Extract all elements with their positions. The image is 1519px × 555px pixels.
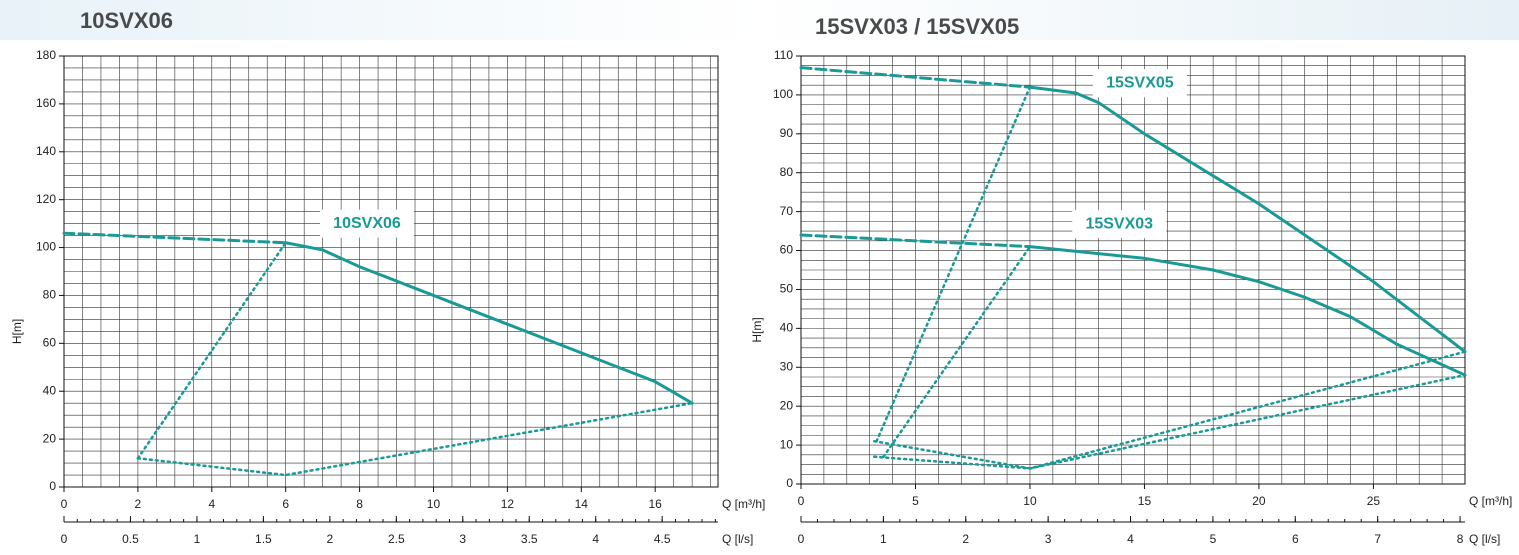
x2-tick-label: 2 bbox=[962, 532, 969, 546]
chart-title: 10SVX06 bbox=[80, 8, 173, 33]
y-tick-label: 0 bbox=[49, 479, 56, 493]
x2-tick-label: 5 bbox=[1210, 532, 1217, 546]
y-tick-label: 70 bbox=[780, 204, 794, 218]
x2-tick-label: 8 bbox=[1457, 532, 1464, 546]
pump-curve bbox=[136, 241, 287, 460]
annotation-box bbox=[1092, 69, 1187, 98]
y-tick-label: 30 bbox=[780, 359, 794, 373]
y-tick-label: 100 bbox=[36, 240, 56, 254]
x2-tick-label: 0 bbox=[798, 532, 805, 546]
pump-curve bbox=[62, 231, 288, 245]
x-axis-label: Q [m³/h] bbox=[722, 497, 765, 511]
y-axis-label: H[m] bbox=[750, 317, 764, 342]
y-tick-label: 110 bbox=[774, 48, 793, 62]
x2-tick-label: 2 bbox=[327, 532, 334, 546]
x-tick-label: 6 bbox=[282, 497, 289, 511]
x2-tick-label: 4 bbox=[1127, 532, 1134, 546]
y-tick-label: 20 bbox=[780, 398, 794, 412]
y-tick-label: 60 bbox=[780, 243, 794, 257]
pump-curve bbox=[882, 245, 1032, 459]
chart-title: 15SVX03 / 15SVX05 bbox=[815, 14, 1019, 39]
x2-tick-label: 3.5 bbox=[521, 532, 538, 546]
y-tick-label: 0 bbox=[786, 476, 793, 490]
annotation: 15SVX03 bbox=[1085, 215, 1153, 232]
x-tick-label: 5 bbox=[912, 494, 919, 508]
x2-tick-label: 1 bbox=[194, 532, 201, 546]
y-tick-label: 50 bbox=[780, 282, 794, 296]
y-tick-label: 120 bbox=[36, 192, 56, 206]
x-tick-label: 14 bbox=[575, 497, 589, 511]
y-tick-label: 90 bbox=[780, 126, 794, 140]
y-tick-label: 80 bbox=[43, 288, 57, 302]
x-tick-label: 0 bbox=[61, 497, 68, 511]
pump-curve bbox=[799, 233, 1032, 249]
x2-tick-label: 1.5 bbox=[255, 532, 272, 546]
plot-frame bbox=[63, 55, 719, 488]
x2-tick-label: 1 bbox=[880, 532, 887, 546]
x-tick-label: 15 bbox=[1138, 494, 1152, 508]
pump-curve bbox=[873, 373, 1467, 470]
x2-axis-label: Q [l/s] bbox=[722, 532, 753, 546]
y-tick-label: 80 bbox=[780, 165, 794, 179]
pump-curve bbox=[136, 401, 694, 477]
pump-curve bbox=[284, 241, 694, 405]
x-tick-label: 25 bbox=[1367, 494, 1381, 508]
x2-tick-label: 6 bbox=[1292, 532, 1299, 546]
x-tick-label: 16 bbox=[649, 497, 663, 511]
y-tick-label: 160 bbox=[36, 96, 56, 110]
x2-tick-label: 4 bbox=[592, 532, 599, 546]
pump-curve bbox=[1028, 245, 1467, 377]
x-axis-label: Q [m³/h] bbox=[1469, 494, 1512, 508]
y-tick-label: 40 bbox=[780, 321, 794, 335]
y-tick-label: 180 bbox=[36, 48, 56, 62]
x2-tick-label: 3 bbox=[459, 532, 466, 546]
annotation: 15SVX05 bbox=[1106, 74, 1174, 91]
plot-frame bbox=[800, 55, 1466, 485]
y-tick-label: 10 bbox=[780, 437, 794, 451]
y-tick-label: 40 bbox=[43, 383, 57, 397]
x2-tick-label: 2.5 bbox=[388, 532, 405, 546]
x2-tick-label: 0.5 bbox=[122, 532, 139, 546]
y-axis-label: H[m] bbox=[10, 319, 24, 344]
x2-tick-label: 3 bbox=[1045, 532, 1052, 546]
x2-axis-label: Q [l/s] bbox=[1469, 532, 1500, 546]
x-tick-label: 0 bbox=[798, 494, 805, 508]
x-tick-label: 20 bbox=[1252, 494, 1266, 508]
annotation-box bbox=[1072, 210, 1167, 239]
pump-curve bbox=[1028, 85, 1467, 354]
pump-curve bbox=[875, 85, 1032, 443]
x2-tick-label: 7 bbox=[1374, 532, 1381, 546]
x-tick-label: 10 bbox=[427, 497, 441, 511]
x-tick-label: 12 bbox=[501, 497, 515, 511]
y-tick-label: 140 bbox=[36, 144, 56, 158]
x2-tick-label: 0 bbox=[61, 532, 68, 546]
x-tick-label: 4 bbox=[208, 497, 215, 511]
y-tick-label: 20 bbox=[43, 431, 57, 445]
y-tick-label: 100 bbox=[773, 87, 793, 101]
annotation-box bbox=[319, 209, 414, 238]
y-tick-label: 60 bbox=[43, 336, 57, 350]
x-tick-label: 10 bbox=[1023, 494, 1037, 508]
x-tick-label: 2 bbox=[135, 497, 142, 511]
x2-tick-label: 4.5 bbox=[654, 532, 671, 546]
annotation: 10SVX06 bbox=[333, 215, 401, 232]
pump-curve bbox=[799, 66, 1032, 89]
x-tick-label: 8 bbox=[356, 497, 363, 511]
header-background bbox=[0, 0, 1519, 40]
